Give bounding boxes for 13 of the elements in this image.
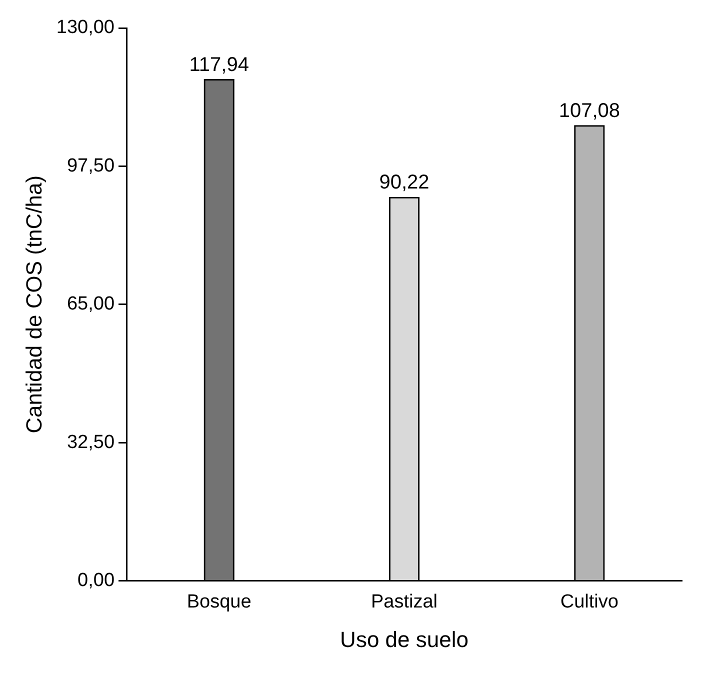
data-label: 107,08 — [558, 100, 620, 122]
y-tick-label: 32,50 — [66, 432, 115, 453]
y-tick-label: 130,00 — [56, 17, 115, 38]
x-tick-label: Cultivo — [560, 591, 618, 612]
x-tick-label: Bosque — [186, 591, 252, 612]
y-axis-title: Cantidad de COS (tnC/ha) — [21, 175, 46, 434]
y-tick-label: 97,50 — [66, 155, 115, 176]
data-label: 117,94 — [189, 54, 249, 76]
y-tick-label: 65,00 — [66, 294, 115, 315]
y-tick-label: 0,00 — [78, 570, 115, 592]
x-tick-label: Pastizal — [370, 591, 438, 612]
x-axis-title: Uso de suelo — [340, 626, 468, 652]
data-label: 90,22 — [379, 172, 430, 194]
